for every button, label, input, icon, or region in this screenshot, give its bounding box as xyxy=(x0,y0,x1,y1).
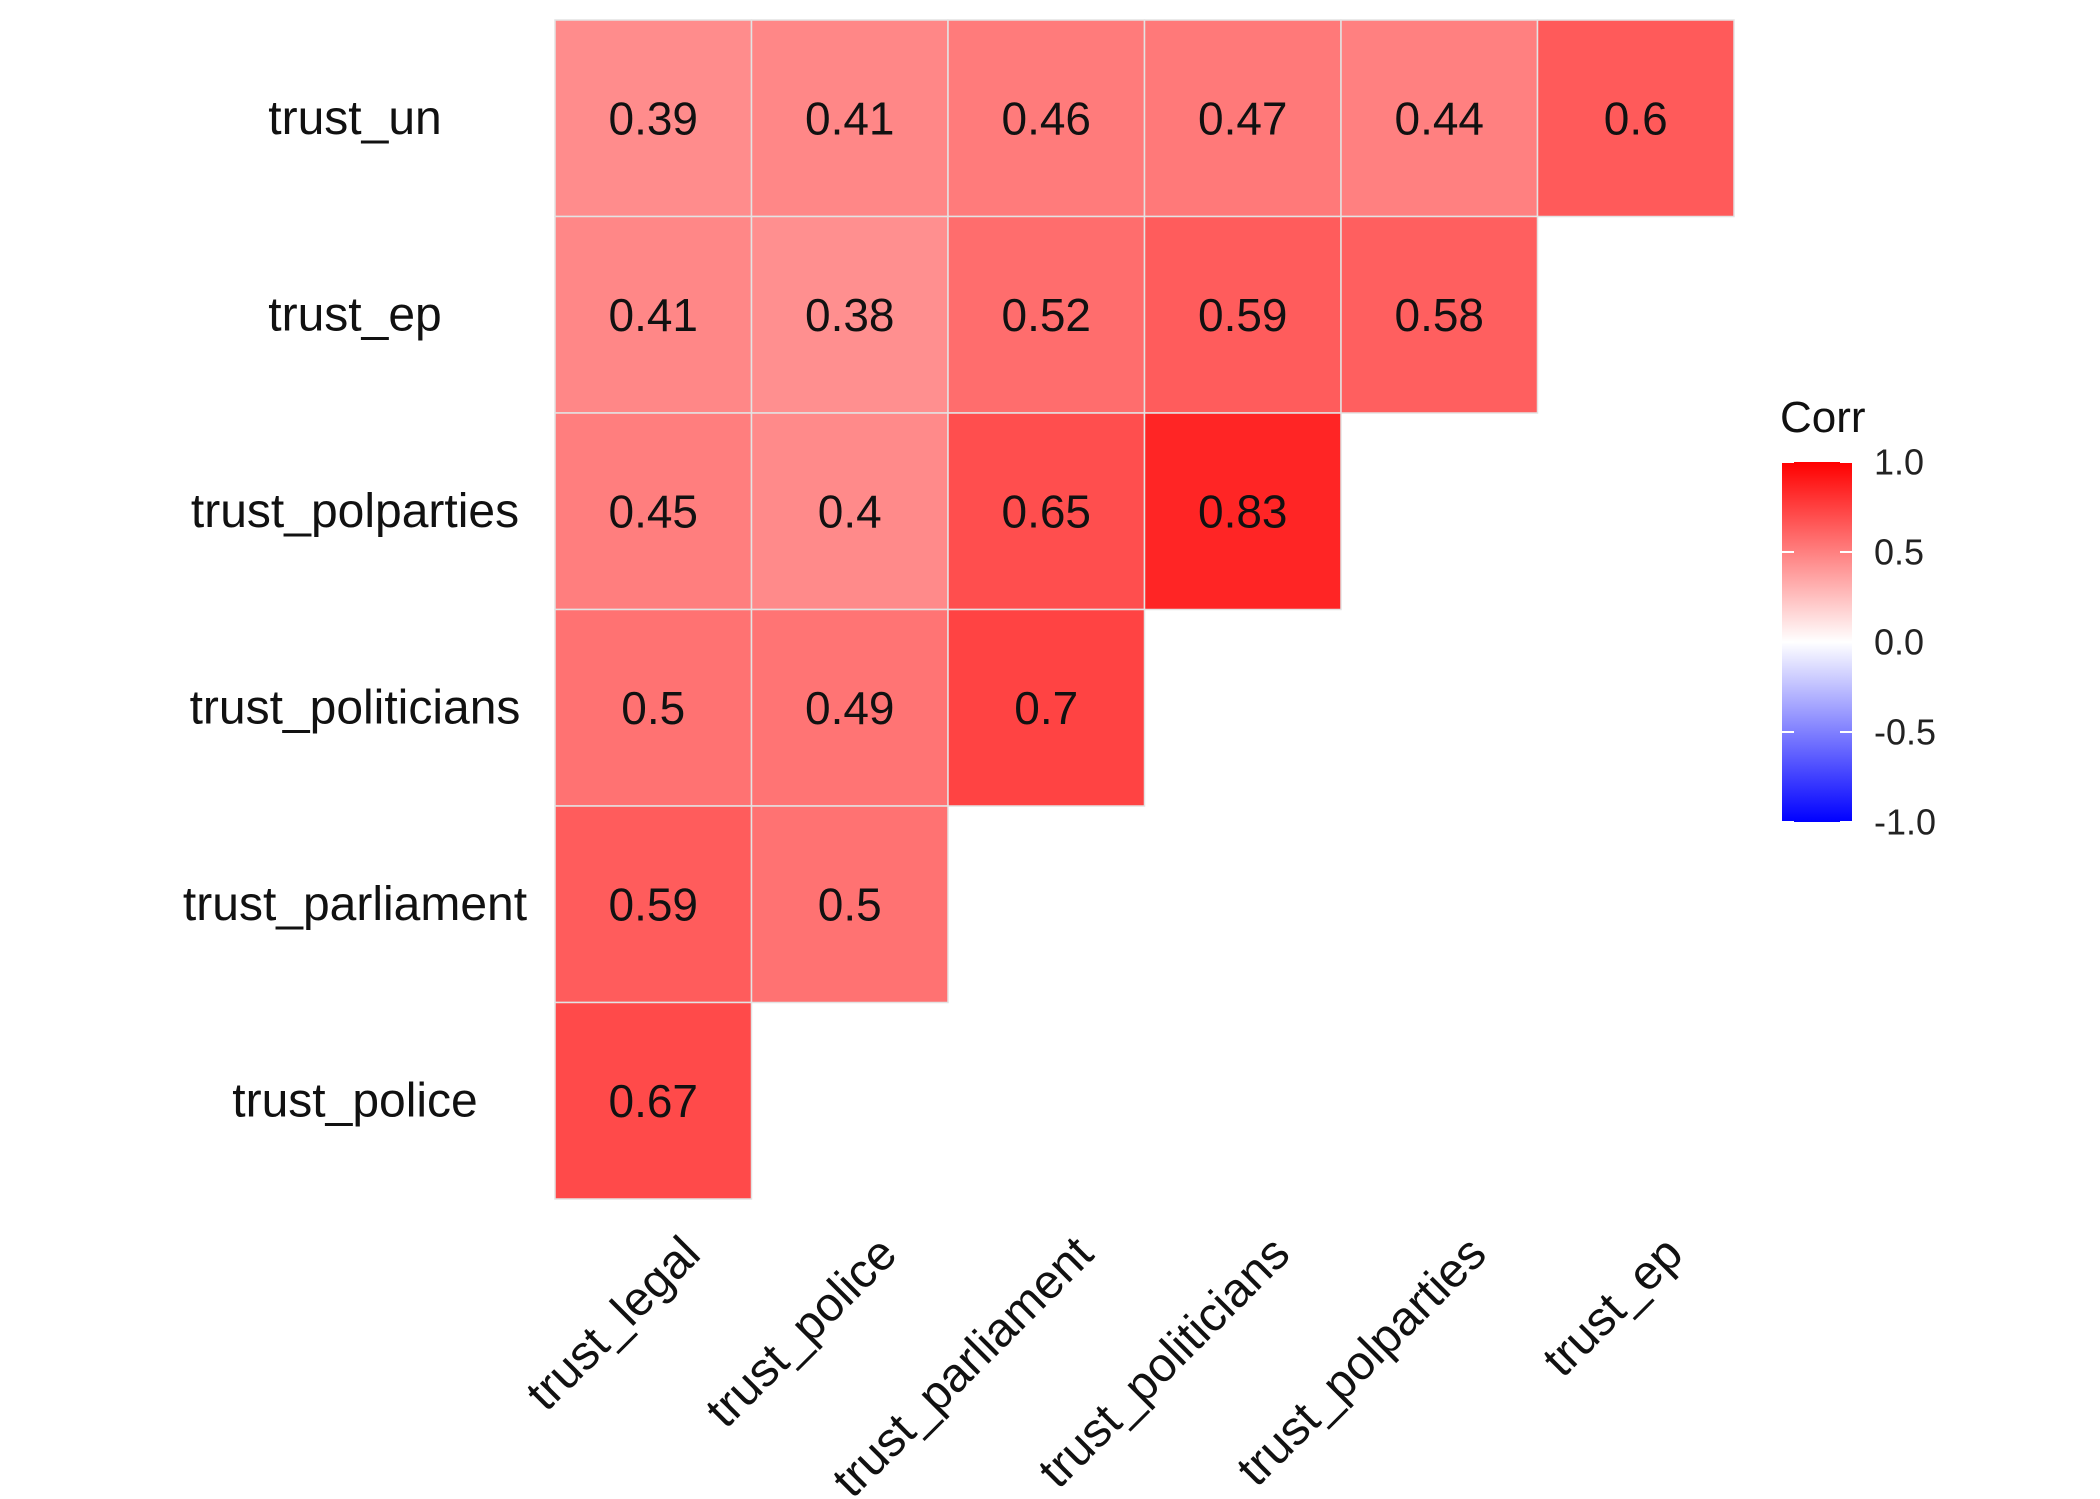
cell-value-label: 0.65 xyxy=(1001,485,1091,537)
cell-value-label: 0.38 xyxy=(805,289,895,341)
row-label-trust_police: trust_police xyxy=(232,1074,477,1127)
column-label-trust_legal: trust_legal xyxy=(516,1227,710,1421)
cell-value-label: 0.6 xyxy=(1604,92,1668,144)
legend-title: Corr xyxy=(1780,393,1866,442)
heatmap-cell-trust_parliament-trust_legal xyxy=(554,805,753,1004)
cell-value-label: 0.41 xyxy=(805,92,895,144)
heatmap-cell-trust_un-trust_legal xyxy=(554,19,753,218)
heatmap-cell-trust_polparties-trust_politicians xyxy=(1143,412,1342,611)
heatmap-cell-trust_parliament-trust_police xyxy=(750,805,949,1004)
legend-tick-label: -1.0 xyxy=(1874,802,1936,843)
heatmap-cell-trust_un-trust_police xyxy=(750,19,949,218)
cell-value-label: 0.52 xyxy=(1001,289,1091,341)
cell-value-label: 0.59 xyxy=(608,878,698,930)
row-label-trust_politicians: trust_politicians xyxy=(190,681,521,734)
row-label-trust_ep: trust_ep xyxy=(268,288,441,341)
cell-value-label: 0.5 xyxy=(621,682,685,734)
legend-tick-label: 0.5 xyxy=(1874,532,1924,573)
row-label-trust_polparties: trust_polparties xyxy=(191,485,519,538)
column-label-trust_police: trust_police xyxy=(696,1227,907,1438)
heatmap-cell-trust_polparties-trust_parliament xyxy=(947,412,1146,611)
cell-value-label: 0.41 xyxy=(608,289,698,341)
cell-value-label: 0.45 xyxy=(608,485,698,537)
legend-ticks: 1.0 0.5 0.0 -0.5 -1.0 xyxy=(1782,442,1936,843)
heatmap-cell-trust_ep-trust_politicians xyxy=(1143,215,1342,414)
heatmap-cell-trust_un-trust_politicians xyxy=(1143,19,1342,218)
legend-tick-label: 0.0 xyxy=(1874,622,1924,663)
cell-value-label: 0.83 xyxy=(1198,485,1288,537)
cell-value-label: 0.58 xyxy=(1394,289,1484,341)
cell-value-label: 0.4 xyxy=(818,485,882,537)
heatmap-cell-trust_un-trust_polparties xyxy=(1340,19,1539,218)
heatmap-cell-trust_un-trust_ep xyxy=(1536,19,1735,218)
heatmap-cell-trust_un-trust_parliament xyxy=(947,19,1146,218)
color-legend: Corr 1.0 0.5 0.0 -0.5 -1.0 xyxy=(1780,393,1936,843)
cell-value-label: 0.67 xyxy=(608,1075,698,1127)
heatmap-cell-trust_ep-trust_police xyxy=(750,215,949,414)
column-labels: trust_legaltrust_policetrust_parliamentt… xyxy=(516,1227,1693,1499)
legend-tick-label: -0.5 xyxy=(1874,712,1936,753)
cell-value-label: 0.46 xyxy=(1001,92,1091,144)
cell-value-label: 0.47 xyxy=(1198,92,1288,144)
cell-value-label: 0.7 xyxy=(1014,682,1078,734)
cell-value-label: 0.59 xyxy=(1198,289,1288,341)
cell-value-label: 0.39 xyxy=(608,92,698,144)
heatmap-cell-trust_politicians-trust_parliament xyxy=(947,608,1146,807)
heatmap-cell-trust_polparties-trust_police xyxy=(750,412,949,611)
heatmap-cell-trust_ep-trust_polparties xyxy=(1340,215,1539,414)
heatmap-cell-trust_politicians-trust_police xyxy=(750,608,949,807)
cell-value-label: 0.49 xyxy=(805,682,895,734)
column-label-trust_ep: trust_ep xyxy=(1533,1227,1693,1387)
cell-value-label: 0.44 xyxy=(1394,92,1484,144)
row-label-trust_parliament: trust_parliament xyxy=(183,878,527,931)
legend-tick-label: 1.0 xyxy=(1874,442,1924,483)
cell-value-label: 0.5 xyxy=(818,878,882,930)
row-labels: trust_un trust_ep trust_polparties trust_po… xyxy=(183,92,527,1128)
heatmap-cell-trust_police-trust_legal xyxy=(554,1001,753,1200)
heatmap-cell-trust_politicians-trust_legal xyxy=(554,608,753,807)
heatmap-cells: 0.39 0.41 0.46 0.47 0.44 0.6 0.41 0.38 0.52 0.59 0… xyxy=(554,19,1735,1200)
row-label-trust_un: trust_un xyxy=(268,92,441,145)
heatmap-cell-trust_polparties-trust_legal xyxy=(554,412,753,611)
